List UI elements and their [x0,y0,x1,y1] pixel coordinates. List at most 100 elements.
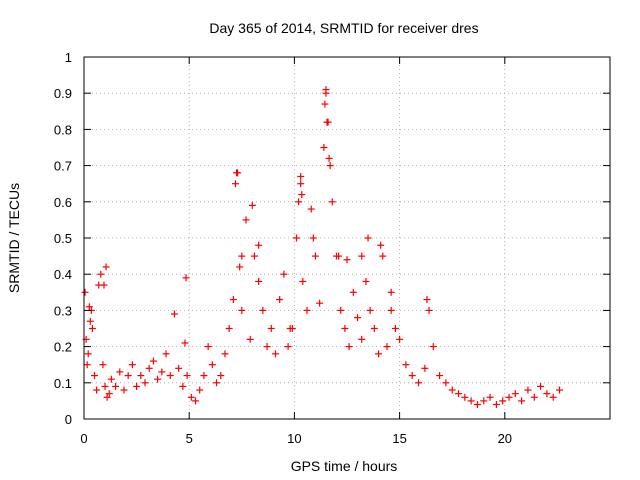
data-point [492,401,500,409]
data-point [124,372,132,380]
data-point [154,375,162,383]
data-point [255,241,263,249]
data-point [293,234,301,242]
data-point [238,306,246,314]
data-point [192,397,200,405]
data-points [81,86,564,409]
data-point [379,252,387,260]
data-point [322,86,330,94]
data-point [309,234,317,242]
x-tick-label: 0 [80,431,87,446]
data-point [326,162,334,170]
data-point [354,314,362,322]
data-point [170,310,178,318]
data-point [213,379,221,387]
data-point [402,361,410,369]
data-point [263,343,271,351]
data-point [91,372,99,380]
data-point [303,306,311,314]
data-point [377,241,385,249]
y-tick-label: 0.4 [54,267,72,282]
data-point [259,306,267,314]
data-point [486,393,494,401]
data-point [250,252,258,260]
data-point [299,277,307,285]
data-point [107,375,115,383]
data-point [366,306,374,314]
data-point [358,252,366,260]
data-point [505,393,513,401]
data-point [100,281,108,289]
data-point [187,393,195,401]
data-point [284,343,292,351]
data-point [101,382,109,390]
tick-labels: 00.10.20.30.40.50.60.70.80.910 5 10 15 20 [54,50,512,446]
data-point [83,361,91,369]
data-point [145,364,153,372]
data-point [280,270,288,278]
y-axis-label: SRMTID / TECUs [6,183,22,293]
data-point [396,335,404,343]
data-point [323,118,331,126]
data-point [320,144,328,151]
y-tick-label: 0.6 [54,195,72,210]
data-point [120,386,128,394]
data-point [311,252,319,260]
data-point [208,361,216,369]
data-point [236,263,244,271]
data-point [88,325,96,332]
data-point [276,296,284,304]
data-point [229,296,237,304]
data-point [425,306,433,314]
data-point [97,270,105,278]
data-point [375,350,383,358]
data-point [166,372,174,380]
y-tick-label: 0.8 [54,122,72,137]
y-tick-label: 0.7 [54,159,72,174]
y-tick-label: 1 [65,50,72,65]
data-point [436,372,444,380]
data-point [442,379,450,387]
y-tick-label: 0.1 [54,376,72,391]
data-point [141,379,149,387]
data-point [200,372,208,380]
data-point [383,343,391,351]
data-point [204,343,212,351]
data-point [556,386,564,394]
data-point [448,386,456,394]
data-point [511,390,519,398]
data-point [86,317,94,325]
data-point [349,288,357,296]
data-point [362,277,370,285]
data-point [158,368,166,376]
data-point [81,288,89,296]
data-point [421,364,429,372]
x-tick-label: 20 [498,431,512,446]
data-point [179,382,187,390]
data-point [175,364,183,372]
data-point [297,172,305,180]
data-point [149,357,157,365]
data-point [105,390,113,398]
data-point [137,372,145,380]
y-tick-label: 0.9 [54,86,72,101]
data-point [343,256,351,264]
data-point [246,335,254,343]
data-point [295,198,303,206]
data-point [408,372,416,380]
data-point [99,361,107,369]
data-point [162,350,170,358]
data-point [328,198,336,206]
data-point [455,390,463,398]
data-point [325,154,333,162]
y-tick-label: 0.5 [54,231,72,246]
data-point [225,325,233,332]
data-point [255,277,263,285]
data-point [112,382,120,390]
y-tick-label: 0 [65,412,72,427]
data-point [196,386,204,394]
data-point [233,169,241,177]
data-point [467,397,475,405]
data-point [358,335,366,343]
